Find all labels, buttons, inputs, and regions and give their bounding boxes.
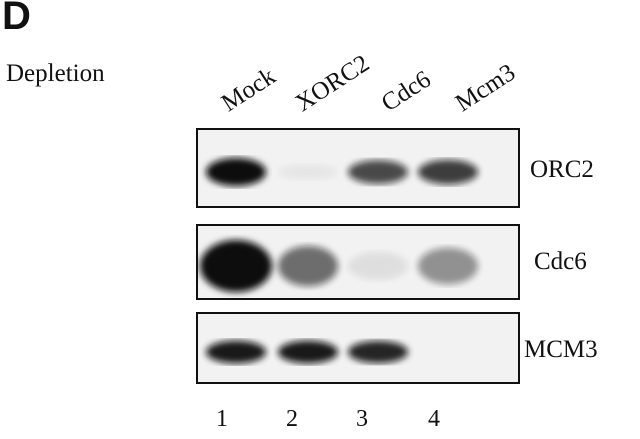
lane-number-1: 1 <box>216 406 228 432</box>
panel-letter: D <box>2 0 31 38</box>
lane-label-xorc2: XORC2 <box>290 49 375 118</box>
blot-label-cdc6: Cdc6 <box>534 248 587 275</box>
band-cdc6-lane-2 <box>278 245 338 287</box>
band-orc2-lane-2 <box>278 164 338 180</box>
blot-label-mcm3: MCM3 <box>524 336 598 363</box>
lane-label-cdc6: Cdc6 <box>376 65 436 118</box>
lane-number-3: 3 <box>356 406 368 432</box>
band-cdc6-lane-4 <box>418 247 478 285</box>
lane-label-mock: Mock <box>216 62 281 118</box>
blot-mcm3 <box>196 312 520 384</box>
band-orc2-lane-3 <box>348 160 408 184</box>
band-mcm3-lane-2 <box>278 340 338 364</box>
band-mcm3-lane-3 <box>348 340 408 364</box>
blot-label-orc2: ORC2 <box>530 156 594 183</box>
lane-number-2: 2 <box>286 406 298 432</box>
lane-label-mcm3: Mcm3 <box>450 58 521 118</box>
lane-number-4: 4 <box>428 406 440 432</box>
blot-orc2 <box>196 128 520 208</box>
band-orc2-lane-4 <box>418 159 478 185</box>
band-orc2-lane-1 <box>206 158 266 186</box>
band-mcm3-lane-1 <box>206 340 266 364</box>
band-cdc6-lane-3 <box>348 251 408 281</box>
band-cdc6-lane-1 <box>200 240 272 292</box>
blot-cdc6 <box>196 224 520 300</box>
depletion-label: Depletion <box>6 60 105 87</box>
